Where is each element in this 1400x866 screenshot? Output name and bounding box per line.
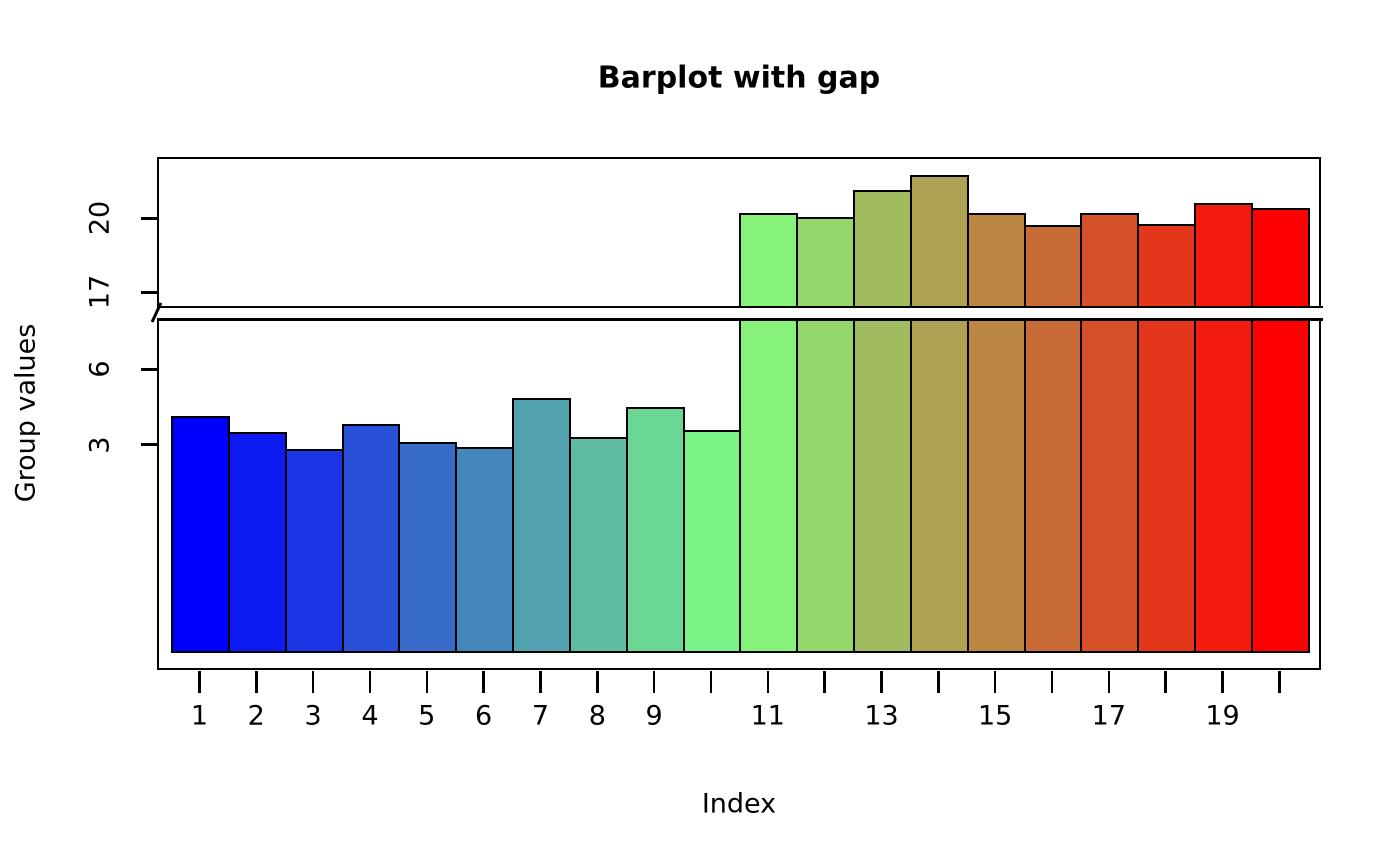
y-tick-label-17: 17 (84, 275, 116, 310)
x-tick-5 (425, 670, 429, 693)
x-tick-18 (1164, 670, 1167, 693)
x-tick-label-17: 17 (1091, 700, 1127, 732)
x-tick-12 (823, 670, 826, 693)
x-tick-10 (709, 670, 713, 693)
bar-9 (625, 407, 685, 654)
bar-6 (455, 446, 515, 654)
y-tick-17 (141, 291, 157, 294)
x-tick-9 (652, 670, 656, 693)
x-tick-label-1: 1 (190, 700, 208, 732)
plot-box (157, 157, 1321, 670)
x-tick-1 (198, 670, 201, 693)
x-tick-3 (311, 670, 315, 693)
x-tick-6 (482, 670, 485, 693)
x-tick-label-19: 19 (1205, 700, 1240, 732)
x-tick-19 (1221, 670, 1224, 693)
x-tick-7 (539, 670, 542, 693)
bar-11 (739, 213, 799, 654)
chart-title: Barplot with gap (597, 60, 881, 96)
x-tick-15 (993, 670, 997, 693)
x-tick-14 (937, 670, 940, 693)
bar-1 (171, 416, 230, 654)
bar-4 (341, 424, 401, 654)
y-tick-20 (141, 217, 157, 220)
x-axis-label: Index (701, 788, 777, 820)
bar-7 (512, 397, 571, 654)
bar-2 (227, 431, 287, 654)
bar-18 (1137, 224, 1197, 654)
x-tick-label-4: 4 (361, 700, 379, 732)
bar-17 (1080, 212, 1140, 654)
x-tick-16 (1050, 670, 1054, 693)
x-tick-label-8: 8 (588, 700, 606, 732)
y-tick-6 (141, 368, 157, 371)
y-tick-3 (141, 443, 157, 446)
axis-break-upper-line (157, 305, 1323, 308)
x-tick-label-9: 9 (645, 700, 663, 732)
x-tick-label-15: 15 (977, 700, 1013, 732)
bar-10 (682, 430, 742, 654)
x-tick-label-11: 11 (750, 700, 785, 732)
x-tick-label-6: 6 (475, 700, 493, 732)
bar-13 (853, 189, 912, 654)
y-axis-label: Group values (10, 323, 42, 503)
x-tick-label-2: 2 (247, 700, 265, 732)
x-tick-label-3: 3 (304, 700, 322, 732)
x-tick-label-13: 13 (864, 700, 899, 732)
x-tick-2 (255, 670, 258, 693)
x-tick-8 (596, 670, 599, 693)
x-tick-17 (1107, 670, 1111, 693)
y-tick-label-20: 20 (84, 201, 116, 236)
axis-break-lower-line (157, 318, 1323, 321)
bar-5 (398, 441, 458, 654)
x-tick-4 (368, 670, 372, 693)
x-tick-11 (766, 670, 770, 693)
bar-19 (1194, 203, 1253, 654)
axis-break-band (150, 308, 1326, 318)
bar-20 (1250, 208, 1310, 654)
y-tick-label-6: 6 (84, 360, 116, 378)
bar-3 (284, 449, 344, 654)
x-tick-label-7: 7 (531, 700, 550, 732)
y-tick-label-3: 3 (84, 436, 116, 454)
x-tick-13 (880, 670, 883, 693)
x-tick-label-5: 5 (418, 700, 436, 732)
bar-16 (1023, 225, 1083, 654)
bar-15 (966, 212, 1026, 654)
bar-14 (909, 174, 969, 654)
bar-8 (568, 436, 628, 654)
bar-12 (796, 216, 856, 654)
x-tick-20 (1278, 670, 1281, 693)
